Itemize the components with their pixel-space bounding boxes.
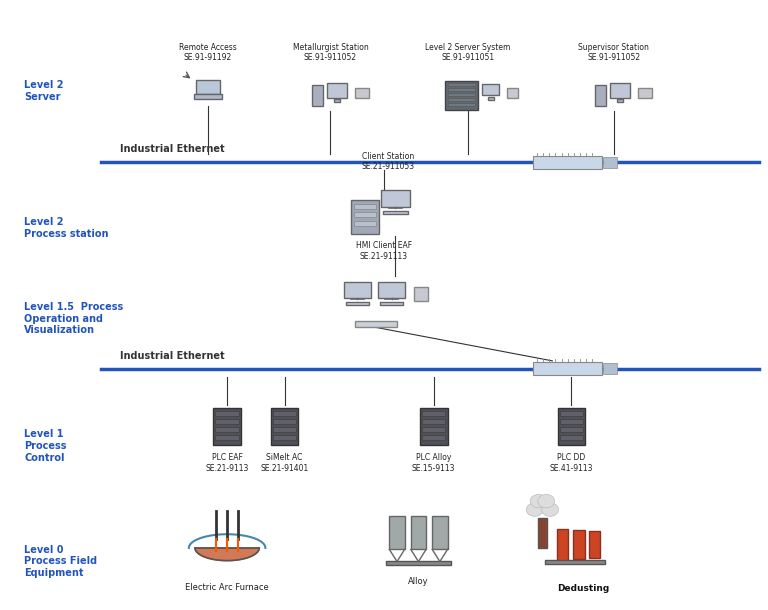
FancyBboxPatch shape	[333, 99, 340, 102]
FancyBboxPatch shape	[448, 88, 475, 91]
FancyBboxPatch shape	[557, 529, 568, 561]
FancyBboxPatch shape	[343, 282, 371, 298]
FancyBboxPatch shape	[545, 560, 605, 564]
FancyBboxPatch shape	[589, 531, 600, 558]
FancyBboxPatch shape	[194, 94, 223, 99]
FancyBboxPatch shape	[445, 81, 478, 110]
FancyBboxPatch shape	[560, 411, 583, 416]
Circle shape	[538, 495, 554, 508]
FancyBboxPatch shape	[603, 157, 617, 168]
FancyBboxPatch shape	[271, 408, 298, 445]
Text: Level 1.5  Process
Operation and
Visualization: Level 1.5 Process Operation and Visualiz…	[25, 302, 124, 335]
FancyBboxPatch shape	[383, 211, 408, 214]
Text: Level 2
Process station: Level 2 Process station	[25, 217, 109, 239]
FancyBboxPatch shape	[411, 516, 426, 550]
FancyBboxPatch shape	[381, 190, 410, 207]
FancyBboxPatch shape	[574, 530, 585, 559]
FancyBboxPatch shape	[533, 362, 602, 375]
Text: PLC EAF
SE.21-9113: PLC EAF SE.21-9113	[206, 453, 249, 473]
Text: SiMelt AC
SE.21-91401: SiMelt AC SE.21-91401	[260, 453, 309, 473]
Circle shape	[541, 503, 558, 516]
FancyBboxPatch shape	[354, 212, 376, 217]
FancyBboxPatch shape	[312, 85, 323, 106]
FancyBboxPatch shape	[482, 84, 499, 95]
Circle shape	[526, 503, 543, 516]
FancyBboxPatch shape	[560, 427, 583, 432]
FancyBboxPatch shape	[448, 82, 475, 85]
FancyBboxPatch shape	[414, 287, 428, 301]
Text: Electric Arc Furnace: Electric Arc Furnace	[185, 583, 269, 592]
Text: Industrial Ethernet: Industrial Ethernet	[120, 351, 224, 361]
FancyBboxPatch shape	[351, 200, 379, 234]
FancyBboxPatch shape	[448, 103, 475, 106]
Text: Level 2 Server System
SE.91-911051: Level 2 Server System SE.91-911051	[425, 43, 511, 62]
Text: Level 1
Process
Control: Level 1 Process Control	[25, 429, 67, 462]
FancyBboxPatch shape	[422, 411, 445, 416]
Text: Dedusting: Dedusting	[557, 584, 609, 594]
FancyBboxPatch shape	[422, 427, 445, 432]
Text: HMI Client EAF
SE.21-91113: HMI Client EAF SE.21-91113	[356, 242, 412, 260]
FancyBboxPatch shape	[420, 408, 448, 445]
FancyBboxPatch shape	[448, 98, 475, 101]
FancyBboxPatch shape	[354, 221, 376, 226]
FancyBboxPatch shape	[533, 156, 602, 169]
FancyBboxPatch shape	[380, 302, 403, 305]
FancyBboxPatch shape	[327, 83, 346, 98]
FancyBboxPatch shape	[346, 302, 369, 305]
Text: PLC DD
SE.41-9113: PLC DD SE.41-9113	[550, 453, 593, 473]
FancyBboxPatch shape	[422, 435, 445, 440]
FancyBboxPatch shape	[273, 435, 296, 440]
FancyBboxPatch shape	[214, 408, 241, 445]
FancyBboxPatch shape	[560, 435, 583, 440]
FancyBboxPatch shape	[273, 427, 296, 432]
FancyBboxPatch shape	[356, 321, 397, 328]
FancyBboxPatch shape	[488, 97, 494, 100]
Text: Remote Access
SE.91-91192: Remote Access SE.91-91192	[179, 43, 237, 62]
Text: Metallurgist Station
SE.91-911052: Metallurgist Station SE.91-911052	[293, 43, 369, 62]
Text: Client Station
SE.21-911053: Client Station SE.21-911053	[361, 152, 415, 171]
FancyBboxPatch shape	[215, 427, 239, 432]
FancyBboxPatch shape	[355, 88, 369, 98]
FancyBboxPatch shape	[196, 80, 220, 95]
FancyBboxPatch shape	[386, 561, 451, 565]
FancyBboxPatch shape	[560, 419, 583, 424]
FancyBboxPatch shape	[617, 99, 624, 102]
Polygon shape	[195, 548, 260, 561]
FancyBboxPatch shape	[558, 408, 585, 445]
FancyBboxPatch shape	[538, 517, 547, 548]
FancyBboxPatch shape	[378, 282, 406, 298]
FancyBboxPatch shape	[611, 83, 630, 98]
FancyBboxPatch shape	[603, 364, 617, 374]
FancyBboxPatch shape	[273, 411, 296, 416]
FancyBboxPatch shape	[507, 88, 518, 98]
Text: Alloy: Alloy	[408, 577, 429, 586]
Text: PLC Alloy
SE.15-9113: PLC Alloy SE.15-9113	[412, 453, 455, 473]
Text: Industrial Ethernet: Industrial Ethernet	[120, 145, 224, 154]
FancyBboxPatch shape	[422, 419, 445, 424]
Text: Supervisor Station
SE.91-911052: Supervisor Station SE.91-911052	[578, 43, 649, 62]
Text: Level 0
Process Field
Equipment: Level 0 Process Field Equipment	[25, 545, 98, 578]
FancyBboxPatch shape	[448, 93, 475, 96]
FancyBboxPatch shape	[273, 419, 296, 424]
Circle shape	[530, 495, 547, 508]
FancyBboxPatch shape	[215, 435, 239, 440]
FancyBboxPatch shape	[215, 419, 239, 424]
FancyBboxPatch shape	[354, 204, 376, 209]
FancyBboxPatch shape	[637, 88, 652, 98]
FancyBboxPatch shape	[389, 516, 405, 550]
Text: Level 2
Server: Level 2 Server	[25, 81, 64, 102]
FancyBboxPatch shape	[595, 85, 606, 106]
FancyBboxPatch shape	[432, 516, 448, 550]
FancyBboxPatch shape	[215, 411, 239, 416]
Circle shape	[534, 500, 551, 512]
